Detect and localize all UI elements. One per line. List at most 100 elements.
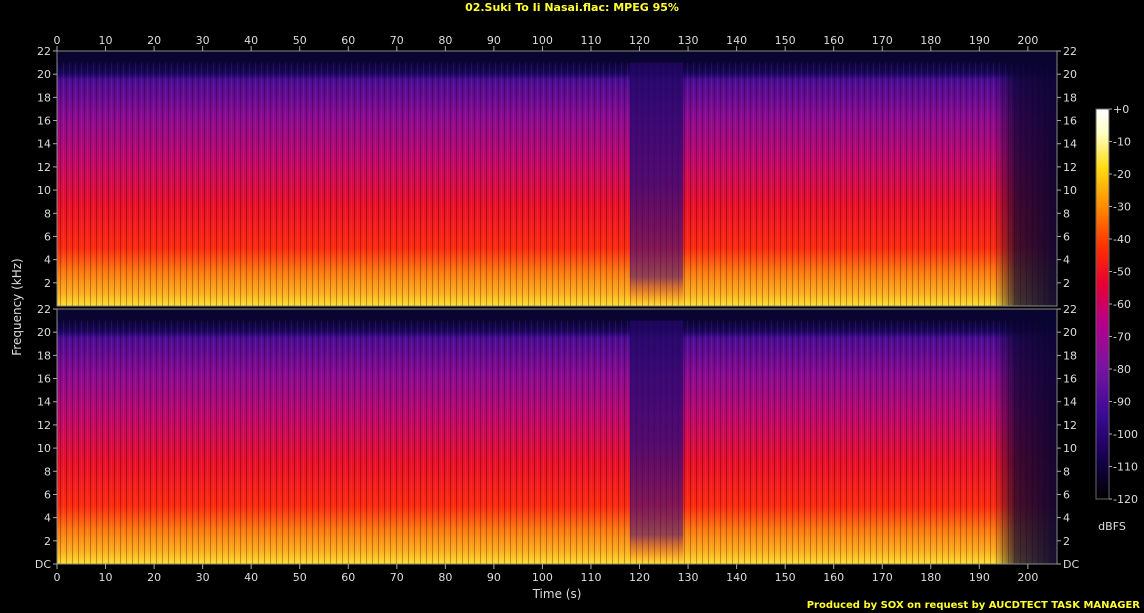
colorbar-tick-label: -110	[1113, 461, 1138, 474]
x-tick-label: 150	[775, 571, 796, 584]
y-tick-label: 16	[37, 373, 51, 386]
spectrogram-texture	[57, 320, 1057, 564]
y-tick-label: 22	[37, 45, 51, 58]
colorbar-tick-label: -40	[1113, 233, 1131, 246]
x-tick-label: 170	[872, 34, 893, 47]
x-tick-label: 40	[244, 34, 258, 47]
y-tick-label: 4	[1063, 512, 1070, 525]
x-tick-label: 50	[293, 34, 307, 47]
x-tick-label: 50	[293, 571, 307, 584]
y-tick-label: 4	[1063, 254, 1070, 267]
panel-frame	[56, 308, 1058, 565]
y-tick-label: DC	[35, 558, 51, 571]
y-tick-label: DC	[1063, 558, 1079, 571]
y-tick-label: 22	[1063, 303, 1077, 316]
y-tick-label: 10	[37, 184, 51, 197]
x-tick-label: 80	[438, 34, 452, 47]
y-tick-label: 18	[1063, 349, 1077, 362]
y-tick-label: 16	[1063, 115, 1077, 128]
x-tick-label: 130	[678, 34, 699, 47]
x-tick-label: 60	[341, 34, 355, 47]
y-tick-label: 12	[1063, 161, 1077, 174]
panel-frame	[56, 50, 1058, 307]
y-tick-label: 12	[37, 419, 51, 432]
y-tick-label: 12	[37, 161, 51, 174]
x-tick-label: 0	[54, 571, 61, 584]
y-tick-label: 8	[44, 465, 51, 478]
y-tick-label: 10	[37, 442, 51, 455]
y-tick-label: 20	[37, 326, 51, 339]
x-tick-label: 190	[969, 571, 990, 584]
x-tick-label: 150	[775, 34, 796, 47]
x-axis-label: Time (s)	[532, 587, 582, 601]
x-tick-label: 140	[726, 571, 747, 584]
x-tick-label: 30	[196, 34, 210, 47]
y-tick-label: 22	[1063, 45, 1077, 58]
y-tick-label: 16	[1063, 373, 1077, 386]
colorbar-tick-label: -100	[1113, 428, 1138, 441]
quiet-section	[629, 320, 684, 564]
y-axis-label: Frequency (kHz)	[10, 258, 24, 355]
x-tick-label: 110	[580, 571, 601, 584]
x-tick-label: 200	[1017, 571, 1038, 584]
x-tick-label: 70	[390, 571, 404, 584]
y-tick-label: 6	[44, 230, 51, 243]
spectrogram-texture	[57, 62, 1057, 306]
colorbar-tick-label: -60	[1113, 298, 1131, 311]
y-tick-label: 2	[1063, 277, 1070, 290]
y-tick-label: 18	[1063, 91, 1077, 104]
y-tick-label: 22	[37, 303, 51, 316]
x-tick-label: 200	[1017, 34, 1038, 47]
x-tick-label: 120	[629, 571, 650, 584]
x-tick-label: 120	[629, 34, 650, 47]
y-tick-label: 6	[1063, 230, 1070, 243]
x-tick-label: 70	[390, 34, 404, 47]
y-tick-label: 10	[1063, 184, 1077, 197]
y-tick-label: 8	[1063, 465, 1070, 478]
y-tick-label: 20	[1063, 326, 1077, 339]
colorbar-tick-label: -20	[1113, 168, 1131, 181]
colorbar-tick-label: -90	[1113, 396, 1131, 409]
x-tick-label: 160	[823, 571, 844, 584]
y-tick-label: 14	[37, 138, 51, 151]
x-tick-label: 110	[580, 34, 601, 47]
x-tick-label: 180	[920, 34, 941, 47]
x-tick-label: 100	[532, 34, 553, 47]
colorbar-tick-label: +0	[1113, 103, 1129, 116]
y-tick-label: 8	[44, 207, 51, 220]
x-tick-label: 0	[54, 34, 61, 47]
y-tick-label: 4	[44, 512, 51, 525]
x-tick-label: 90	[487, 571, 501, 584]
y-tick-label: 6	[44, 488, 51, 501]
x-tick-label: 80	[438, 571, 452, 584]
y-tick-label: 10	[1063, 442, 1077, 455]
x-tick-label: 160	[823, 34, 844, 47]
channel-1-spectrogram	[56, 50, 1058, 307]
x-tick-label: 10	[99, 34, 113, 47]
channel-2-spectrogram	[56, 308, 1058, 565]
colorbar-tick-label: -120	[1113, 493, 1138, 506]
fade-out-section	[993, 62, 1057, 306]
colorbar-tick-label: -30	[1113, 201, 1131, 214]
x-tick-label: 190	[969, 34, 990, 47]
x-tick-label: 20	[147, 34, 161, 47]
y-tick-label: 12	[1063, 419, 1077, 432]
colorbar-gradient	[1096, 109, 1109, 499]
y-tick-label: 14	[37, 396, 51, 409]
y-tick-label: 2	[44, 535, 51, 548]
y-tick-label: 2	[1063, 535, 1070, 548]
x-tick-label: 100	[532, 571, 553, 584]
chart-title: 02.Suki To Ii Nasai.flac: MPEG 95%	[465, 1, 679, 14]
footer-credit: Produced by SOX on request by AUCDTECT T…	[806, 600, 1140, 611]
quiet-section	[629, 62, 684, 306]
colorbar-tick-label: -10	[1113, 136, 1131, 149]
y-tick-label: 8	[1063, 207, 1070, 220]
y-tick-label: 4	[44, 254, 51, 267]
colorbar-tick-label: -50	[1113, 266, 1131, 279]
y-tick-label: 20	[1063, 68, 1077, 81]
x-tick-label: 60	[341, 571, 355, 584]
x-tick-label: 30	[196, 571, 210, 584]
x-tick-label: 90	[487, 34, 501, 47]
x-tick-label: 180	[920, 571, 941, 584]
